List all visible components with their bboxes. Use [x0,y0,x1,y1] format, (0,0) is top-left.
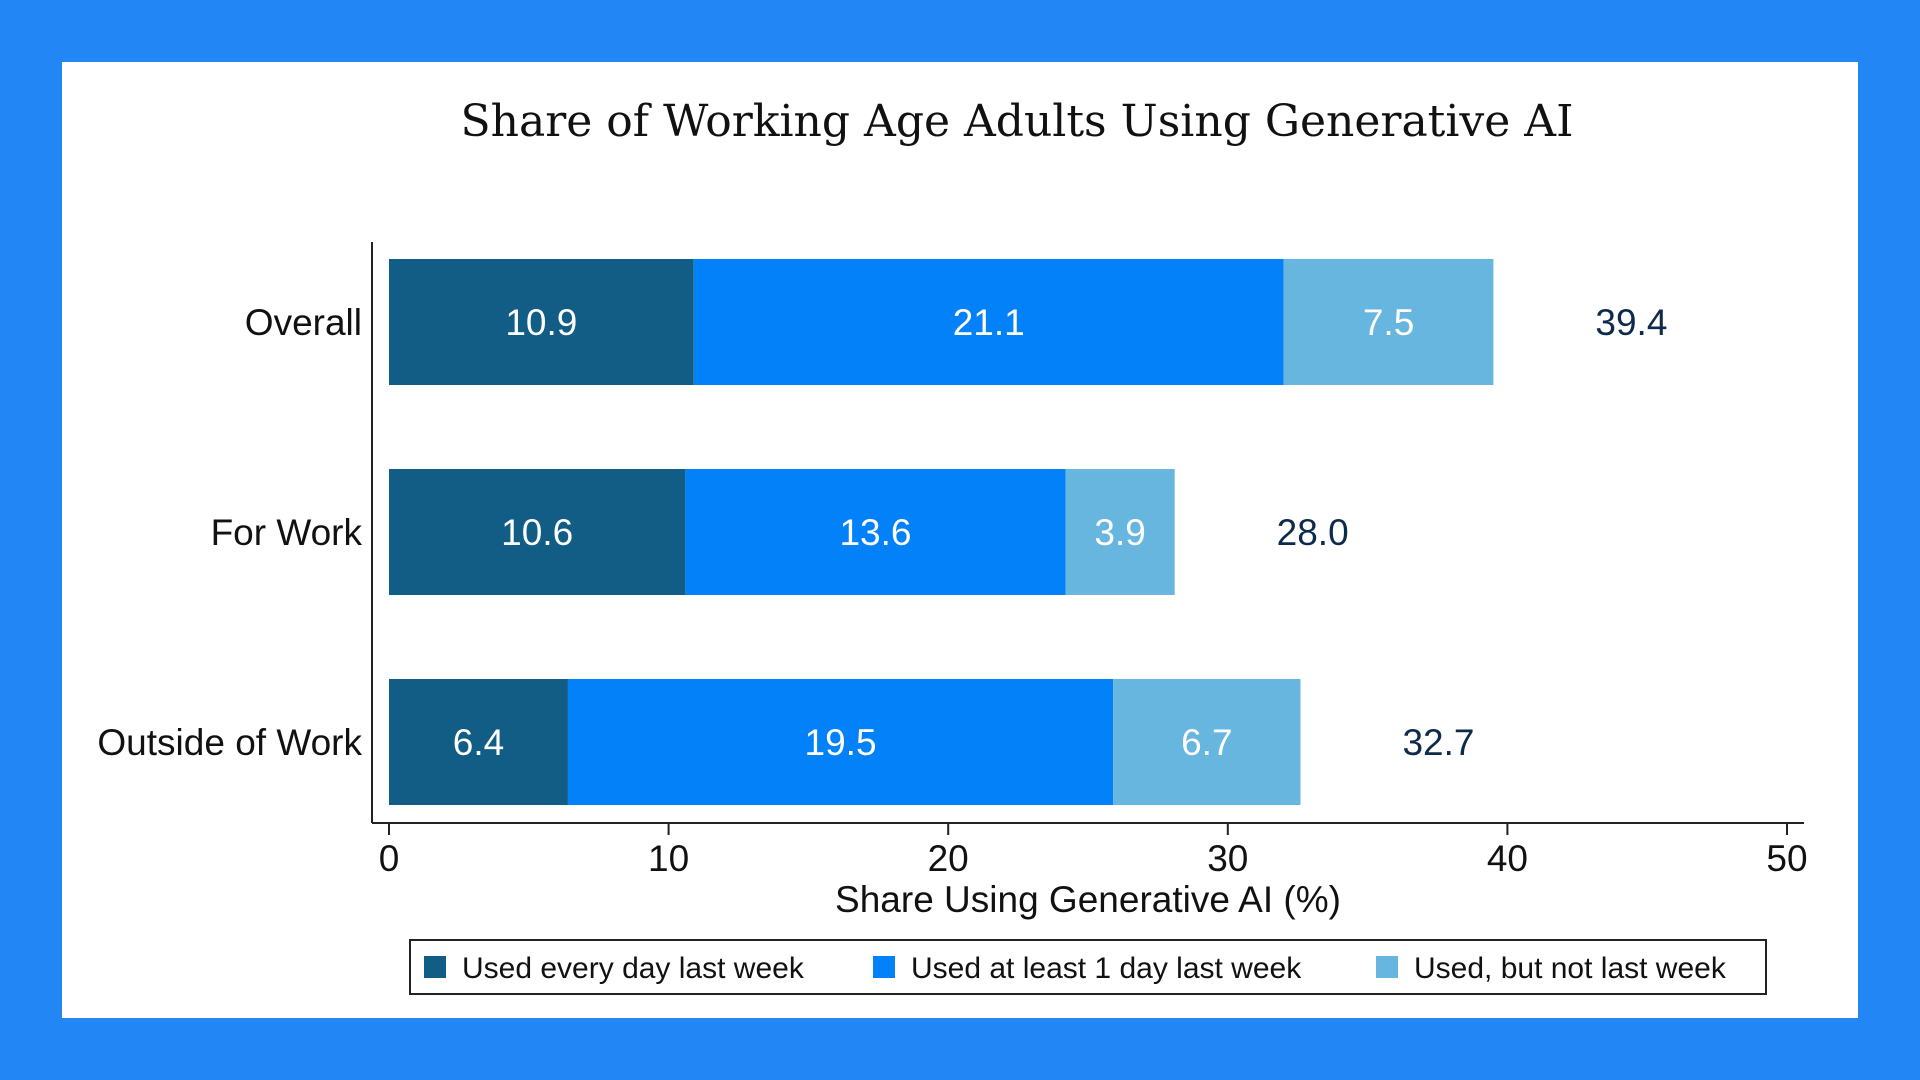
x-tick-label: 50 [1766,838,1807,879]
legend-label: Used every day last week [462,952,805,985]
legend-swatch [873,956,895,978]
bar-segment [1283,259,1494,385]
category-label: For Work [211,512,363,553]
segment-value-label: 21.1 [953,302,1025,343]
segment-value-label: 6.4 [453,722,504,763]
bar-segment [389,469,686,595]
bars-layer [389,259,1494,805]
x-tick-label: 30 [1207,838,1248,879]
bar-segment [685,469,1066,595]
legend: Used every day last week Used at least 1 … [409,939,1767,995]
x-tick-label: 40 [1487,838,1528,879]
total-value-label: 39.4 [1595,302,1667,343]
segment-value-label: 19.5 [805,722,877,763]
bar-segment [1113,679,1301,805]
bar-segment [389,259,694,385]
legend-label: Used, but not last week [1414,952,1727,985]
legend-swatch [424,956,446,978]
segment-value-label: 6.7 [1181,722,1232,763]
chart-title: Share of Working Age Adults Using Genera… [461,96,1574,147]
legend-swatch [1376,956,1398,978]
legend-label: Used at least 1 day last week [911,952,1302,985]
x-axis-title: Share Using Generative AI (%) [835,879,1341,920]
stacked-bar-chart: Share of Working Age Adults Using Genera… [97,96,1808,995]
bar-segment [389,679,568,805]
category-label: Overall [245,302,362,343]
segment-value-label: 13.6 [839,512,911,553]
total-value-label: 32.7 [1402,722,1474,763]
bar-segment [1065,469,1175,595]
x-tick-label: 0 [379,838,400,879]
segment-value-label: 3.9 [1094,512,1145,553]
x-tick-label: 10 [648,838,689,879]
legend-box [409,939,1767,995]
x-tick-label: 20 [928,838,969,879]
chart-panel: Share of Working Age Adults Using Genera… [62,62,1858,1018]
segment-value-label: 10.6 [501,512,573,553]
segment-value-label: 7.5 [1363,302,1414,343]
labels-layer: Overall 10.9 21.1 7.5 39.4 For Work 10.6 13.6 3.… [97,302,1667,763]
bar-segment [567,679,1114,805]
axes-layer: 0 10 20 30 40 50 [371,242,1808,879]
category-label: Outside of Work [97,722,362,763]
segment-value-label: 10.9 [505,302,577,343]
total-value-label: 28.0 [1277,512,1349,553]
bar-segment [693,259,1284,385]
